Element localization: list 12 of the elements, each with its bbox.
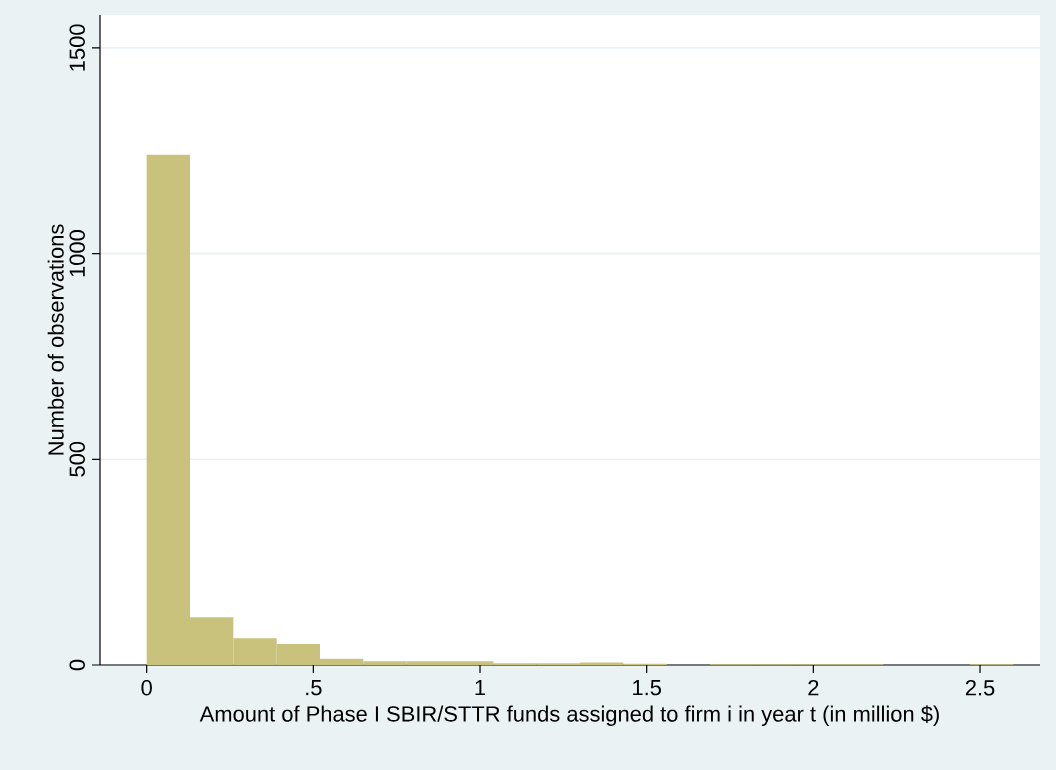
y-tick-label: 500	[69, 441, 85, 477]
y-tick-label: 1000	[69, 230, 85, 277]
x-axis-title: Amount of Phase I SBIR/STTR funds assigned to firm i in year t (in million $)	[199, 705, 939, 726]
x-tick-label: 0	[141, 680, 152, 696]
x-tick-label: 2.5	[965, 680, 995, 696]
y-axis-title: Number of observations	[47, 224, 64, 455]
x-tick-label: .5	[306, 680, 322, 696]
x-tick-label: 1	[475, 680, 486, 696]
y-tick-label: 0	[69, 659, 85, 671]
x-tick-label: 2	[808, 680, 819, 696]
x-tick-label: 1.5	[633, 680, 661, 696]
y-tick-label: 1500	[69, 24, 85, 71]
